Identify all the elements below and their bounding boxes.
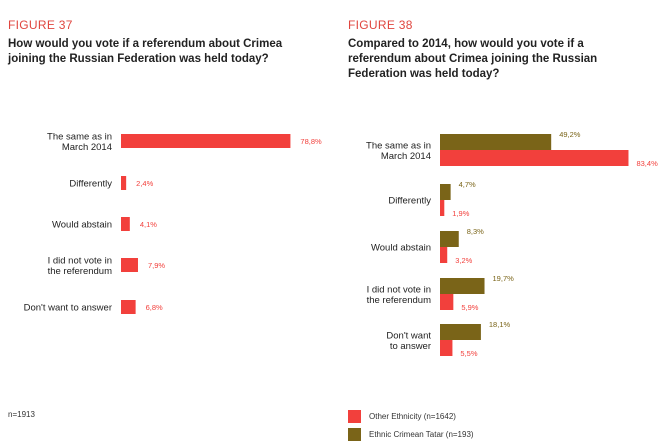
data-label: 4,1% bbox=[140, 220, 157, 229]
data-label: 1,9% bbox=[452, 209, 469, 218]
bar bbox=[121, 134, 291, 148]
bar bbox=[440, 340, 453, 356]
figure-38-title-line-2: referendum about Crimea joining the Russ… bbox=[348, 53, 598, 65]
legend-swatch-crimean-tatar bbox=[348, 428, 361, 441]
figure-37-title-line-1: How would you vote if a referendum about… bbox=[8, 38, 283, 50]
data-label: 5,9% bbox=[461, 303, 478, 312]
category-label: Don't want bbox=[386, 330, 431, 341]
data-label: 83,4% bbox=[636, 159, 658, 168]
figure-38-title-line-1: Compared to 2014, how would you vote if … bbox=[348, 38, 584, 50]
category-label: Differently bbox=[388, 196, 431, 207]
bar bbox=[440, 134, 552, 150]
category-label: to answer bbox=[390, 341, 431, 352]
bar bbox=[440, 184, 451, 200]
figure-38-title-line-3: Federation was held today? bbox=[348, 68, 500, 80]
legend-item-other-ethnicity: Other Ethnicity (n=1642) bbox=[348, 410, 456, 423]
data-label: 49,2% bbox=[559, 130, 581, 139]
figure-38-label: FIGURE 38 bbox=[348, 18, 413, 32]
bar bbox=[440, 150, 629, 166]
legend-swatch-other-ethnicity bbox=[348, 410, 361, 423]
category-label: March 2014 bbox=[381, 151, 431, 162]
category-label: I did not vote in bbox=[367, 284, 431, 295]
category-label: Differently bbox=[69, 179, 112, 190]
data-label: 5,5% bbox=[460, 349, 477, 358]
data-label: 7,9% bbox=[148, 261, 165, 270]
bar bbox=[440, 200, 445, 216]
data-label: 78,8% bbox=[300, 137, 322, 146]
sample-size-note: n=1913 bbox=[8, 410, 35, 419]
bar bbox=[121, 300, 136, 314]
legend-item-crimean-tatar: Ethnic Crimean Tatar (n=193) bbox=[348, 428, 474, 441]
figure-37-title: How would you vote if a referendum about… bbox=[8, 37, 282, 67]
bar bbox=[121, 217, 130, 231]
category-label: The same as in bbox=[366, 140, 431, 151]
category-label: Don't want to answer bbox=[24, 303, 112, 314]
bar bbox=[440, 231, 459, 247]
category-label: March 2014 bbox=[62, 142, 112, 153]
bar bbox=[440, 247, 448, 263]
data-label: 3,2% bbox=[455, 256, 472, 265]
figure-38-title: Compared to 2014, how would you vote if … bbox=[348, 37, 597, 82]
bar bbox=[440, 294, 454, 310]
data-label: 18,1% bbox=[489, 320, 511, 329]
category-label: the referendum bbox=[367, 295, 432, 306]
data-label: 19,7% bbox=[493, 274, 515, 283]
bar bbox=[121, 176, 127, 190]
figure-37-title-line-2: joining the Russian Federation was held … bbox=[8, 53, 269, 65]
category-label: The same as in bbox=[47, 131, 112, 142]
category-label: I did not vote in bbox=[48, 255, 112, 266]
legend-label-crimean-tatar: Ethnic Crimean Tatar (n=193) bbox=[369, 430, 474, 439]
category-label: the referendum bbox=[48, 266, 113, 277]
bar bbox=[440, 324, 481, 340]
data-label: 4,7% bbox=[459, 180, 476, 189]
category-label: Would abstain bbox=[52, 220, 112, 231]
legend-label-other-ethnicity: Other Ethnicity (n=1642) bbox=[369, 412, 456, 421]
category-label: Would abstain bbox=[371, 243, 431, 254]
data-label: 2,4% bbox=[136, 179, 153, 188]
bar bbox=[121, 258, 138, 272]
data-label: 8,3% bbox=[467, 227, 484, 236]
figure-37-label: FIGURE 37 bbox=[8, 18, 73, 32]
data-label: 6,8% bbox=[146, 303, 163, 312]
bar bbox=[440, 278, 485, 294]
